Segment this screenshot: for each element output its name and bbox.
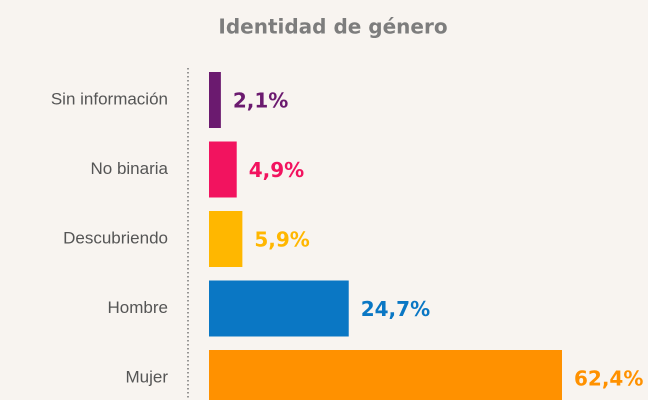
y-tick-label: No binaria (91, 159, 169, 178)
y-tick-label: Descubriendo (63, 228, 168, 247)
data-label: 2,1% (233, 89, 288, 113)
y-tick-label: Sin información (51, 89, 168, 108)
data-label: 4,9% (249, 158, 304, 182)
data-label: 62,4% (574, 367, 643, 391)
bar (209, 280, 349, 337)
chart-title: Identidad de género (218, 15, 447, 39)
bar (209, 141, 237, 198)
y-tick-label: Mujer (125, 367, 168, 386)
data-label: 5,9% (254, 228, 309, 252)
y-tick-label: Hombre (108, 298, 168, 317)
bar (209, 72, 221, 128)
data-label: 24,7% (361, 297, 430, 321)
bar (209, 211, 243, 267)
bar (209, 350, 562, 400)
